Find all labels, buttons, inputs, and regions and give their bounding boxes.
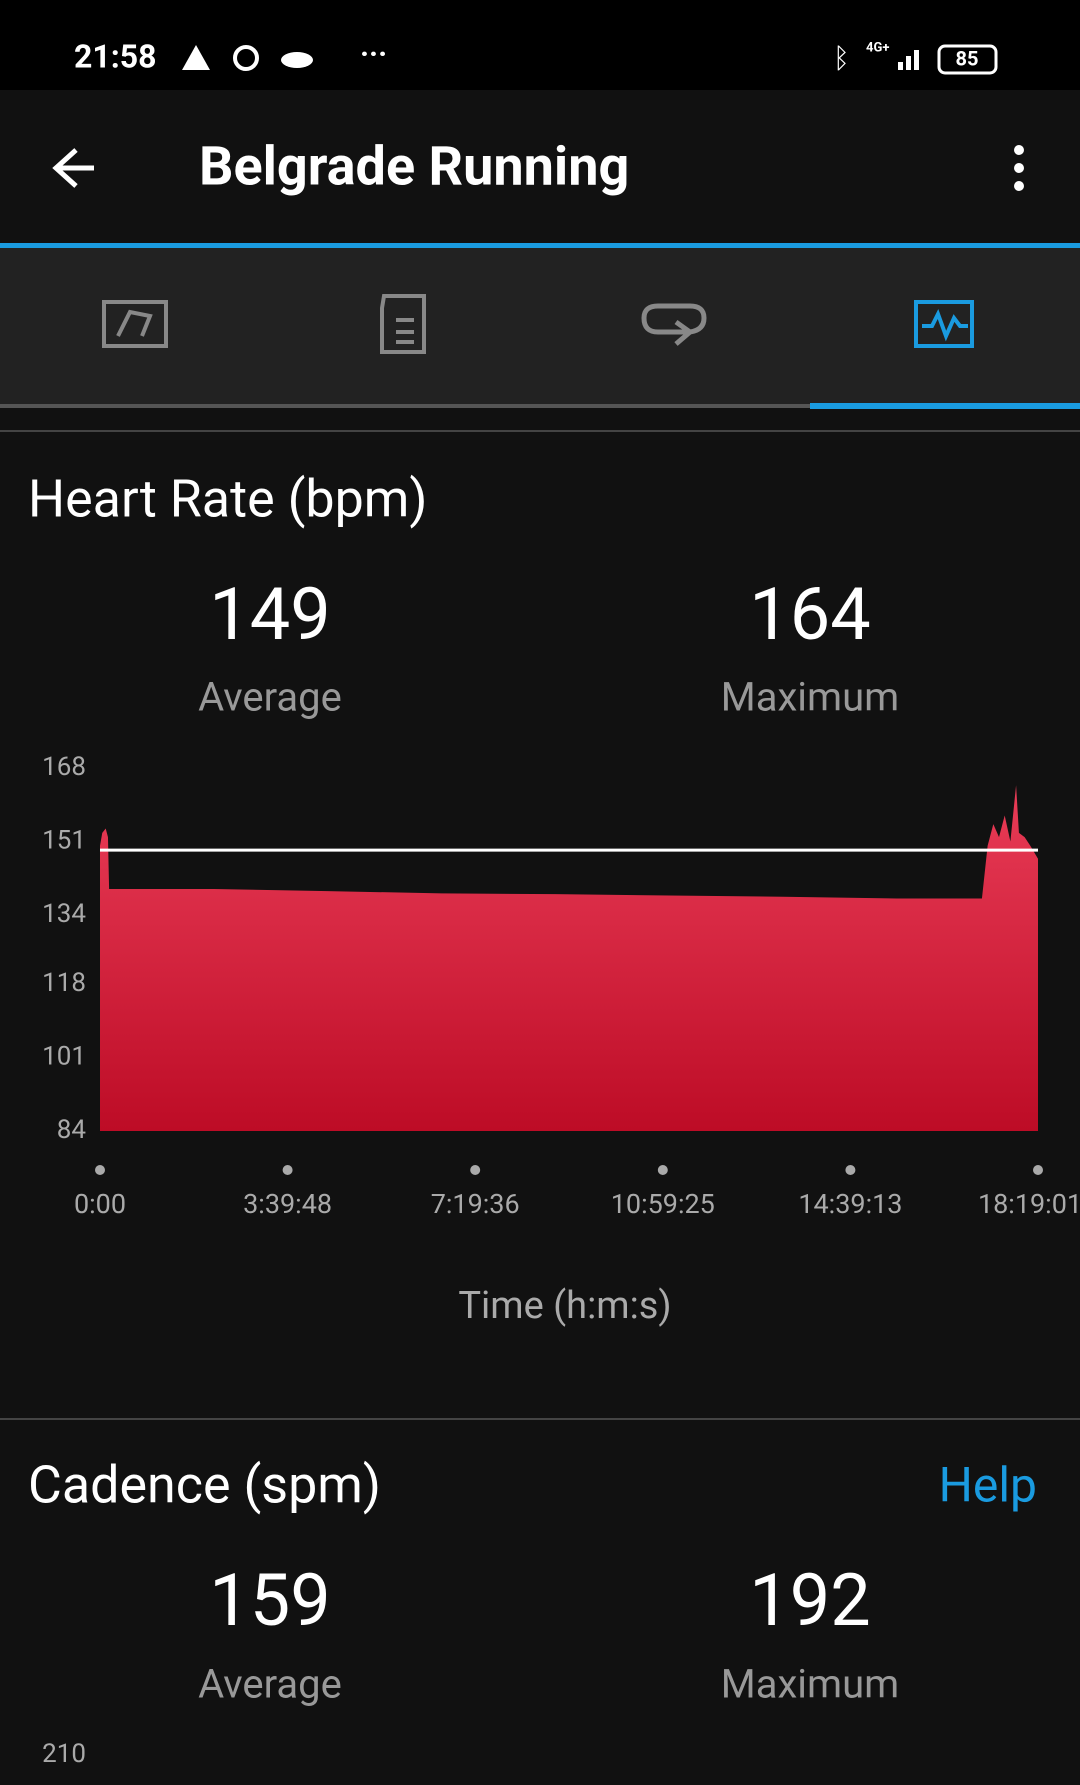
status-bar: [0, 0, 1080, 90]
section-title: Heart Rate (bpm): [28, 469, 427, 530]
heart-rate-chart: 84 101 118 134 151 168 0:00 3:39:48 7:19:36 10:59…: [42, 752, 1080, 1220]
y-tick-label: 151: [42, 825, 86, 855]
y-tick-label: 168: [42, 752, 86, 782]
help-link[interactable]: Help: [939, 1457, 1037, 1514]
stat-value: 192: [749, 1558, 870, 1643]
more-icon: ···: [360, 37, 387, 72]
x-axis-title: Time (h:m:s): [458, 1284, 671, 1328]
tab-track: [0, 404, 810, 408]
x-tick: [657, 1165, 668, 1175]
stat-value: 159: [209, 1558, 330, 1643]
stat-value: 149: [209, 572, 330, 657]
x-tick: [470, 1165, 481, 1175]
x-tick: [95, 1165, 105, 1175]
divider: [0, 430, 1080, 432]
stat-label: Average: [198, 1661, 342, 1708]
sync-icon: [233, 45, 259, 71]
battery: [937, 44, 998, 75]
divider: [0, 1418, 1080, 1420]
bluetooth-icon: ᛒ: [833, 41, 850, 74]
y-tick-label: 134: [42, 899, 86, 929]
x-tick-label: 0:00: [74, 1188, 126, 1220]
stat-label: Maximum: [721, 674, 899, 721]
y-tick-label: 84: [57, 1115, 87, 1145]
y-tick-label: 210: [42, 1739, 86, 1769]
x-tick-label: 7:19:36: [431, 1188, 520, 1220]
back-button[interactable]: [52, 148, 94, 188]
battery-level: 85: [956, 46, 979, 70]
tab-bar: [0, 248, 1080, 405]
y-tick-label: 118: [42, 968, 86, 998]
menu-button[interactable]: [1014, 145, 1024, 191]
heart-rate-area: [100, 785, 1038, 1131]
x-tick-label: 18:19:01: [978, 1188, 1080, 1220]
section-title: Cadence (spm): [28, 1455, 381, 1516]
tab-indicator: [810, 403, 1080, 409]
tab-map[interactable]: [102, 300, 168, 348]
y-tick-label: 101: [42, 1041, 86, 1071]
warning-icon: [182, 45, 210, 70]
app-bar-underline: [0, 243, 1080, 248]
x-tick-label: 3:39:48: [243, 1188, 332, 1220]
network: 4G+: [866, 40, 889, 55]
stat-label: Maximum: [721, 1661, 899, 1708]
tab-laps[interactable]: [641, 303, 707, 346]
x-tick: [282, 1165, 293, 1175]
signal: [906, 56, 911, 70]
signal: [914, 50, 919, 70]
stat-value: 164: [749, 572, 870, 657]
x-tick: [1033, 1165, 1043, 1175]
tab-details[interactable]: [380, 294, 426, 354]
cloud-icon: [281, 52, 313, 68]
clock: 21:58: [74, 37, 156, 75]
app-title: Belgrade Running: [199, 135, 629, 198]
tab-charts[interactable]: [914, 300, 974, 348]
x-tick: [845, 1165, 856, 1175]
signal: [898, 62, 903, 70]
x-tick-label: 10:59:25: [611, 1188, 715, 1220]
x-tick-label: 14:39:13: [798, 1188, 902, 1220]
stat-label: Average: [198, 674, 342, 721]
